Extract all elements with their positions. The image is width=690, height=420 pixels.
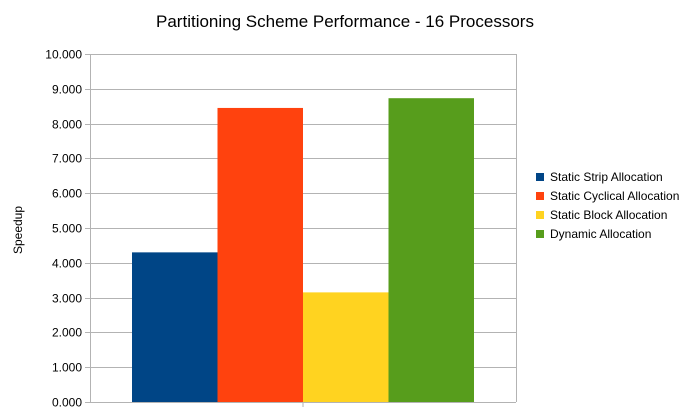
- chart-title: Partitioning Scheme Performance - 16 Pro…: [156, 12, 534, 31]
- y-tick-label: 2.000: [52, 326, 82, 340]
- legend-label: Static Strip Allocation: [550, 170, 663, 184]
- bar-static-cyclical-allocation: [217, 107, 303, 402]
- legend-swatch: [536, 230, 544, 238]
- legend-label: Static Block Allocation: [550, 208, 667, 222]
- y-tick-label: 4.000: [52, 257, 82, 271]
- y-tick-label: 1.000: [52, 361, 82, 375]
- bar-static-block-allocation: [303, 292, 389, 402]
- y-tick-label: 3.000: [52, 292, 82, 306]
- y-tick-label: 7.000: [52, 152, 82, 166]
- y-tick-label: 5.000: [52, 222, 82, 236]
- legend: Static Strip Allocation Static Cyclical A…: [536, 170, 679, 241]
- y-tick-label: 9.000: [52, 83, 82, 97]
- y-tick-label: 6.000: [52, 187, 82, 201]
- bar-static-strip-allocation: [132, 252, 218, 402]
- y-tick-label: 10.000: [45, 48, 82, 62]
- legend-label: Dynamic Allocation: [550, 227, 651, 241]
- y-tick-label: 8.000: [52, 118, 82, 132]
- y-tick-label: 0.000: [52, 396, 82, 410]
- legend-label: Static Cyclical Allocation: [550, 189, 679, 203]
- bar-dynamic-allocation: [388, 98, 474, 403]
- legend-swatch: [536, 173, 544, 181]
- legend-swatch: [536, 192, 544, 200]
- bars: [132, 98, 474, 403]
- y-axis-label: Speedup: [11, 206, 25, 254]
- legend-swatch: [536, 211, 544, 219]
- axes: 0.000 1.000 2.000 3.000 4.000 5.000 6.000 7.000…: [45, 48, 517, 410]
